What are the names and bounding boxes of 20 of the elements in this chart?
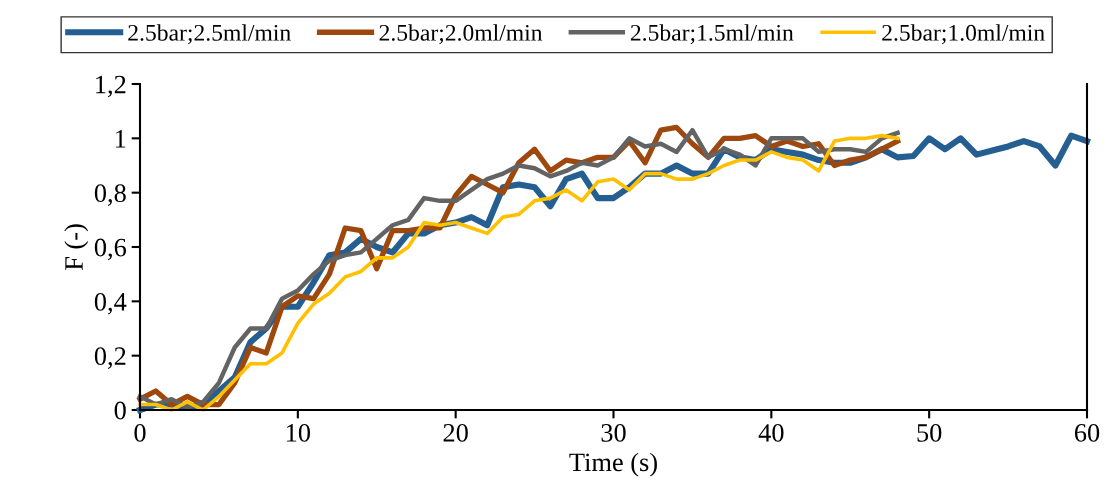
x-axis-title: Time (s) bbox=[569, 452, 657, 477]
x-tick-label: 10 bbox=[286, 423, 311, 442]
x-tick-label: 0 bbox=[134, 423, 146, 442]
x-tick-label: 40 bbox=[758, 423, 784, 442]
y-tick-label: 1,2 bbox=[96, 75, 126, 98]
x-tick-label: 50 bbox=[917, 423, 942, 442]
y-axis-title: F (-) bbox=[64, 224, 89, 271]
x-tick-label: 30 bbox=[601, 423, 626, 442]
x-tick-label: 60 bbox=[1074, 423, 1100, 442]
x-tick-label: 20 bbox=[443, 423, 468, 442]
y-tick-label: 0,2 bbox=[94, 347, 126, 369]
y-tick-label: 0,4 bbox=[94, 292, 127, 315]
legend-label: 2.5bar;2.0ml/min bbox=[379, 24, 543, 45]
legend-label: 2.5bar;2.5ml/min bbox=[128, 24, 291, 45]
legend-label: 2.5bar;1.5ml/min bbox=[630, 24, 794, 45]
y-tick-label: 0,8 bbox=[94, 184, 126, 206]
y-tick-label: 1 bbox=[115, 130, 126, 148]
legend-label: 2.5bar;1.0ml/min bbox=[882, 24, 1045, 45]
y-tick-label: 0 bbox=[114, 401, 126, 420]
y-tick-label: 0,6 bbox=[94, 238, 127, 261]
